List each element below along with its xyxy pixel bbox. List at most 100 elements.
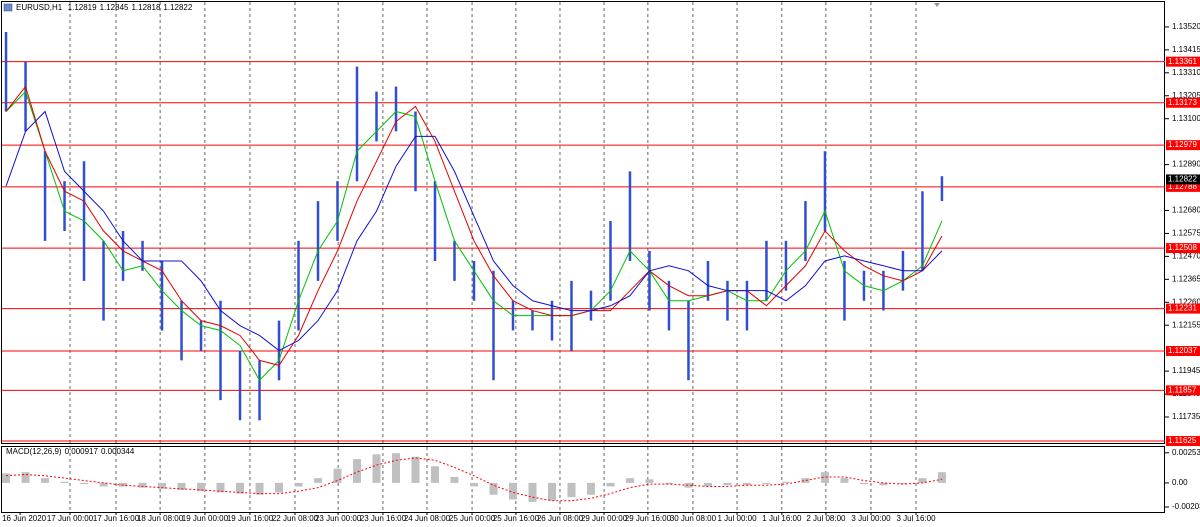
- macd-bar: [138, 482, 147, 488]
- symbol-header: EURUSD,H1 1.12819 1.12845 1.12818 1.12822: [16, 3, 193, 12]
- macd-bar: [606, 482, 615, 487]
- y-tick-label: 1.13415: [1172, 45, 1200, 54]
- macd-bar: [508, 482, 517, 500]
- macd-bar: [216, 482, 225, 493]
- macd-bar: [684, 482, 693, 488]
- level-label-bg: [1166, 97, 1200, 108]
- macd-readout: 0.000344: [101, 447, 135, 456]
- macd-signal: [6, 457, 943, 502]
- symbol-icon: [3, 3, 13, 12]
- x-tick-label: 26 Jun 08:00: [537, 514, 584, 523]
- y-tick-label: -0.00203: [1172, 502, 1200, 511]
- x-tick-label: 25 Jun 00:00: [449, 514, 496, 523]
- macd-bar: [859, 482, 868, 485]
- x-tick-label: 18 Jun 08:00: [137, 514, 184, 523]
- x-tick-label: 1 Jul 00:00: [717, 514, 757, 523]
- macd-bar: [2, 473, 11, 483]
- macd-bar: [294, 482, 303, 487]
- y-tick-label: 1.12680: [1172, 206, 1200, 215]
- x-tick-label: 22 Jun 08:00: [272, 514, 319, 523]
- level-label: 1.12231: [1168, 304, 1197, 313]
- macd-bar: [645, 479, 654, 483]
- x-tick-label: 17 Jun 16:00: [93, 514, 140, 523]
- macd-bar: [450, 476, 459, 483]
- x-tick-label: 16 Jun 2020: [2, 514, 47, 523]
- current-price-bg: [1166, 174, 1200, 185]
- macd-bar: [255, 482, 264, 495]
- macd-bar: [547, 482, 556, 501]
- macd-bar: [937, 472, 946, 483]
- level-label-bg: [1166, 181, 1200, 192]
- level-label: 1.13173: [1168, 98, 1197, 107]
- x-tick-label: 24 Jun 08:00: [404, 514, 451, 523]
- y-tick-label: 1.12155: [1172, 320, 1200, 329]
- macd-bar: [489, 482, 498, 495]
- macd-bar: [664, 482, 673, 485]
- x-tick-label: 2 Jul 08:00: [806, 514, 846, 523]
- x-tick-label: 25 Jun 16:00: [493, 514, 540, 523]
- level-label-bg: [1166, 140, 1200, 151]
- y-tick-label: 1.12260: [1172, 297, 1200, 306]
- macd-bar: [918, 478, 927, 483]
- macd-bar: [275, 482, 284, 493]
- macd-bar: [567, 482, 576, 498]
- level-label: 1.12979: [1168, 140, 1197, 149]
- macd-bar: [879, 482, 888, 486]
- macd-bar: [586, 482, 595, 495]
- moving-average: [5, 85, 943, 366]
- macd-bar: [430, 466, 439, 483]
- macd-bar: [177, 482, 186, 491]
- level-label: 1.13361: [1168, 57, 1197, 66]
- level-label: 1.11857: [1168, 385, 1197, 394]
- moving-average: [5, 110, 943, 352]
- y-tick-label: 1.12470: [1172, 251, 1200, 260]
- macd-bar: [469, 482, 478, 487]
- macd-bar: [392, 453, 401, 483]
- x-tick-label: 3 Jul 00:00: [851, 514, 891, 523]
- level-label-bg: [1166, 345, 1200, 356]
- macd-bar: [21, 472, 30, 483]
- level-label-bg: [1166, 56, 1200, 67]
- y-tick-label: 1.13100: [1172, 114, 1200, 123]
- level-label-bg: [1166, 303, 1200, 314]
- quote-value: 1.12822: [163, 3, 192, 12]
- x-tick-label: 23 Jun 00:00: [315, 514, 362, 523]
- macd-bar: [723, 482, 732, 486]
- x-tick-label: 29 Jun 16:00: [625, 514, 672, 523]
- quote-value: 1.12845: [100, 3, 129, 12]
- moving-average: [5, 90, 943, 382]
- macd-bar: [314, 478, 323, 483]
- macd-readout: 0.000917: [65, 447, 99, 456]
- macd-bar: [898, 482, 907, 485]
- macd-bar: [820, 472, 829, 483]
- current-price-label: 1.12822: [1168, 175, 1197, 184]
- level-label-bg: [1166, 436, 1200, 447]
- y-tick-label: 1.11945: [1172, 366, 1200, 375]
- macd-bar: [703, 482, 712, 487]
- y-tick-label: 0.00: [1172, 478, 1188, 487]
- y-tick-label: 1.11735: [1172, 412, 1200, 421]
- macd-bar: [625, 478, 634, 483]
- macd-bar: [60, 481, 69, 483]
- y-tick-label: 0.002531: [1172, 448, 1200, 457]
- macd-bar: [236, 482, 245, 494]
- macd-name: MACD(12,26,9): [6, 447, 62, 456]
- macd-bar: [333, 468, 342, 483]
- y-tick-label: 1.13310: [1172, 68, 1200, 77]
- macd-bar: [801, 478, 810, 483]
- level-label-bg: [1166, 243, 1200, 254]
- x-tick-label: 17 Jun 00:00: [47, 514, 94, 523]
- macd-bar: [840, 478, 849, 483]
- level-label: 1.12508: [1168, 243, 1197, 252]
- x-tick-label: 19 Jun 16:00: [227, 514, 274, 523]
- x-tick-label: 23 Jun 16:00: [360, 514, 407, 523]
- macd-bar: [762, 482, 771, 485]
- macd-panel-frame: [1, 446, 1165, 513]
- macd-bar: [353, 459, 362, 483]
- macd-bar: [119, 482, 128, 487]
- quote-value: 1.12819: [68, 3, 97, 12]
- level-label: 1.11625: [1168, 436, 1197, 445]
- macd-bar: [197, 482, 206, 492]
